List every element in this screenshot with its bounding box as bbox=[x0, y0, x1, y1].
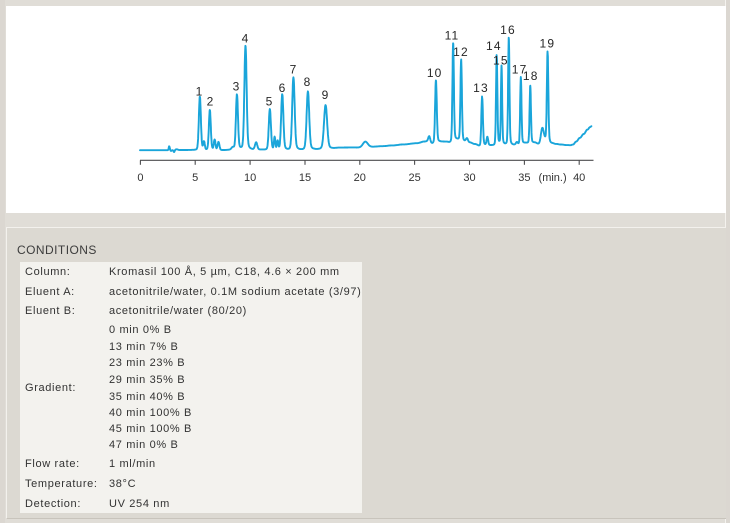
svg-text:15: 15 bbox=[299, 172, 311, 184]
svg-text:10: 10 bbox=[427, 66, 443, 80]
svg-text:12: 12 bbox=[453, 45, 469, 59]
svg-text:35: 35 bbox=[518, 172, 530, 184]
svg-text:0: 0 bbox=[137, 172, 143, 184]
svg-text:10: 10 bbox=[244, 172, 256, 184]
svg-text:8: 8 bbox=[304, 75, 311, 89]
svg-text:40: 40 bbox=[573, 172, 585, 184]
svg-text:(min.): (min.) bbox=[539, 172, 567, 184]
svg-text:1: 1 bbox=[196, 85, 203, 99]
svg-text:5: 5 bbox=[192, 172, 198, 184]
svg-text:18: 18 bbox=[523, 69, 539, 83]
svg-text:30: 30 bbox=[463, 172, 475, 184]
svg-text:7: 7 bbox=[290, 63, 297, 77]
svg-text:14: 14 bbox=[486, 39, 502, 53]
svg-text:13: 13 bbox=[473, 81, 489, 95]
svg-text:4: 4 bbox=[242, 32, 249, 46]
svg-text:6: 6 bbox=[279, 81, 286, 95]
svg-text:16: 16 bbox=[500, 23, 516, 37]
svg-text:5: 5 bbox=[266, 95, 273, 109]
svg-text:17: 17 bbox=[512, 63, 528, 77]
svg-text:11: 11 bbox=[445, 28, 460, 42]
svg-text:19: 19 bbox=[540, 37, 556, 51]
svg-text:9: 9 bbox=[322, 88, 329, 102]
svg-text:20: 20 bbox=[354, 172, 366, 184]
svg-text:25: 25 bbox=[408, 172, 420, 184]
svg-text:2: 2 bbox=[207, 95, 214, 109]
svg-text:3: 3 bbox=[233, 80, 240, 94]
svg-text:15: 15 bbox=[493, 54, 509, 68]
